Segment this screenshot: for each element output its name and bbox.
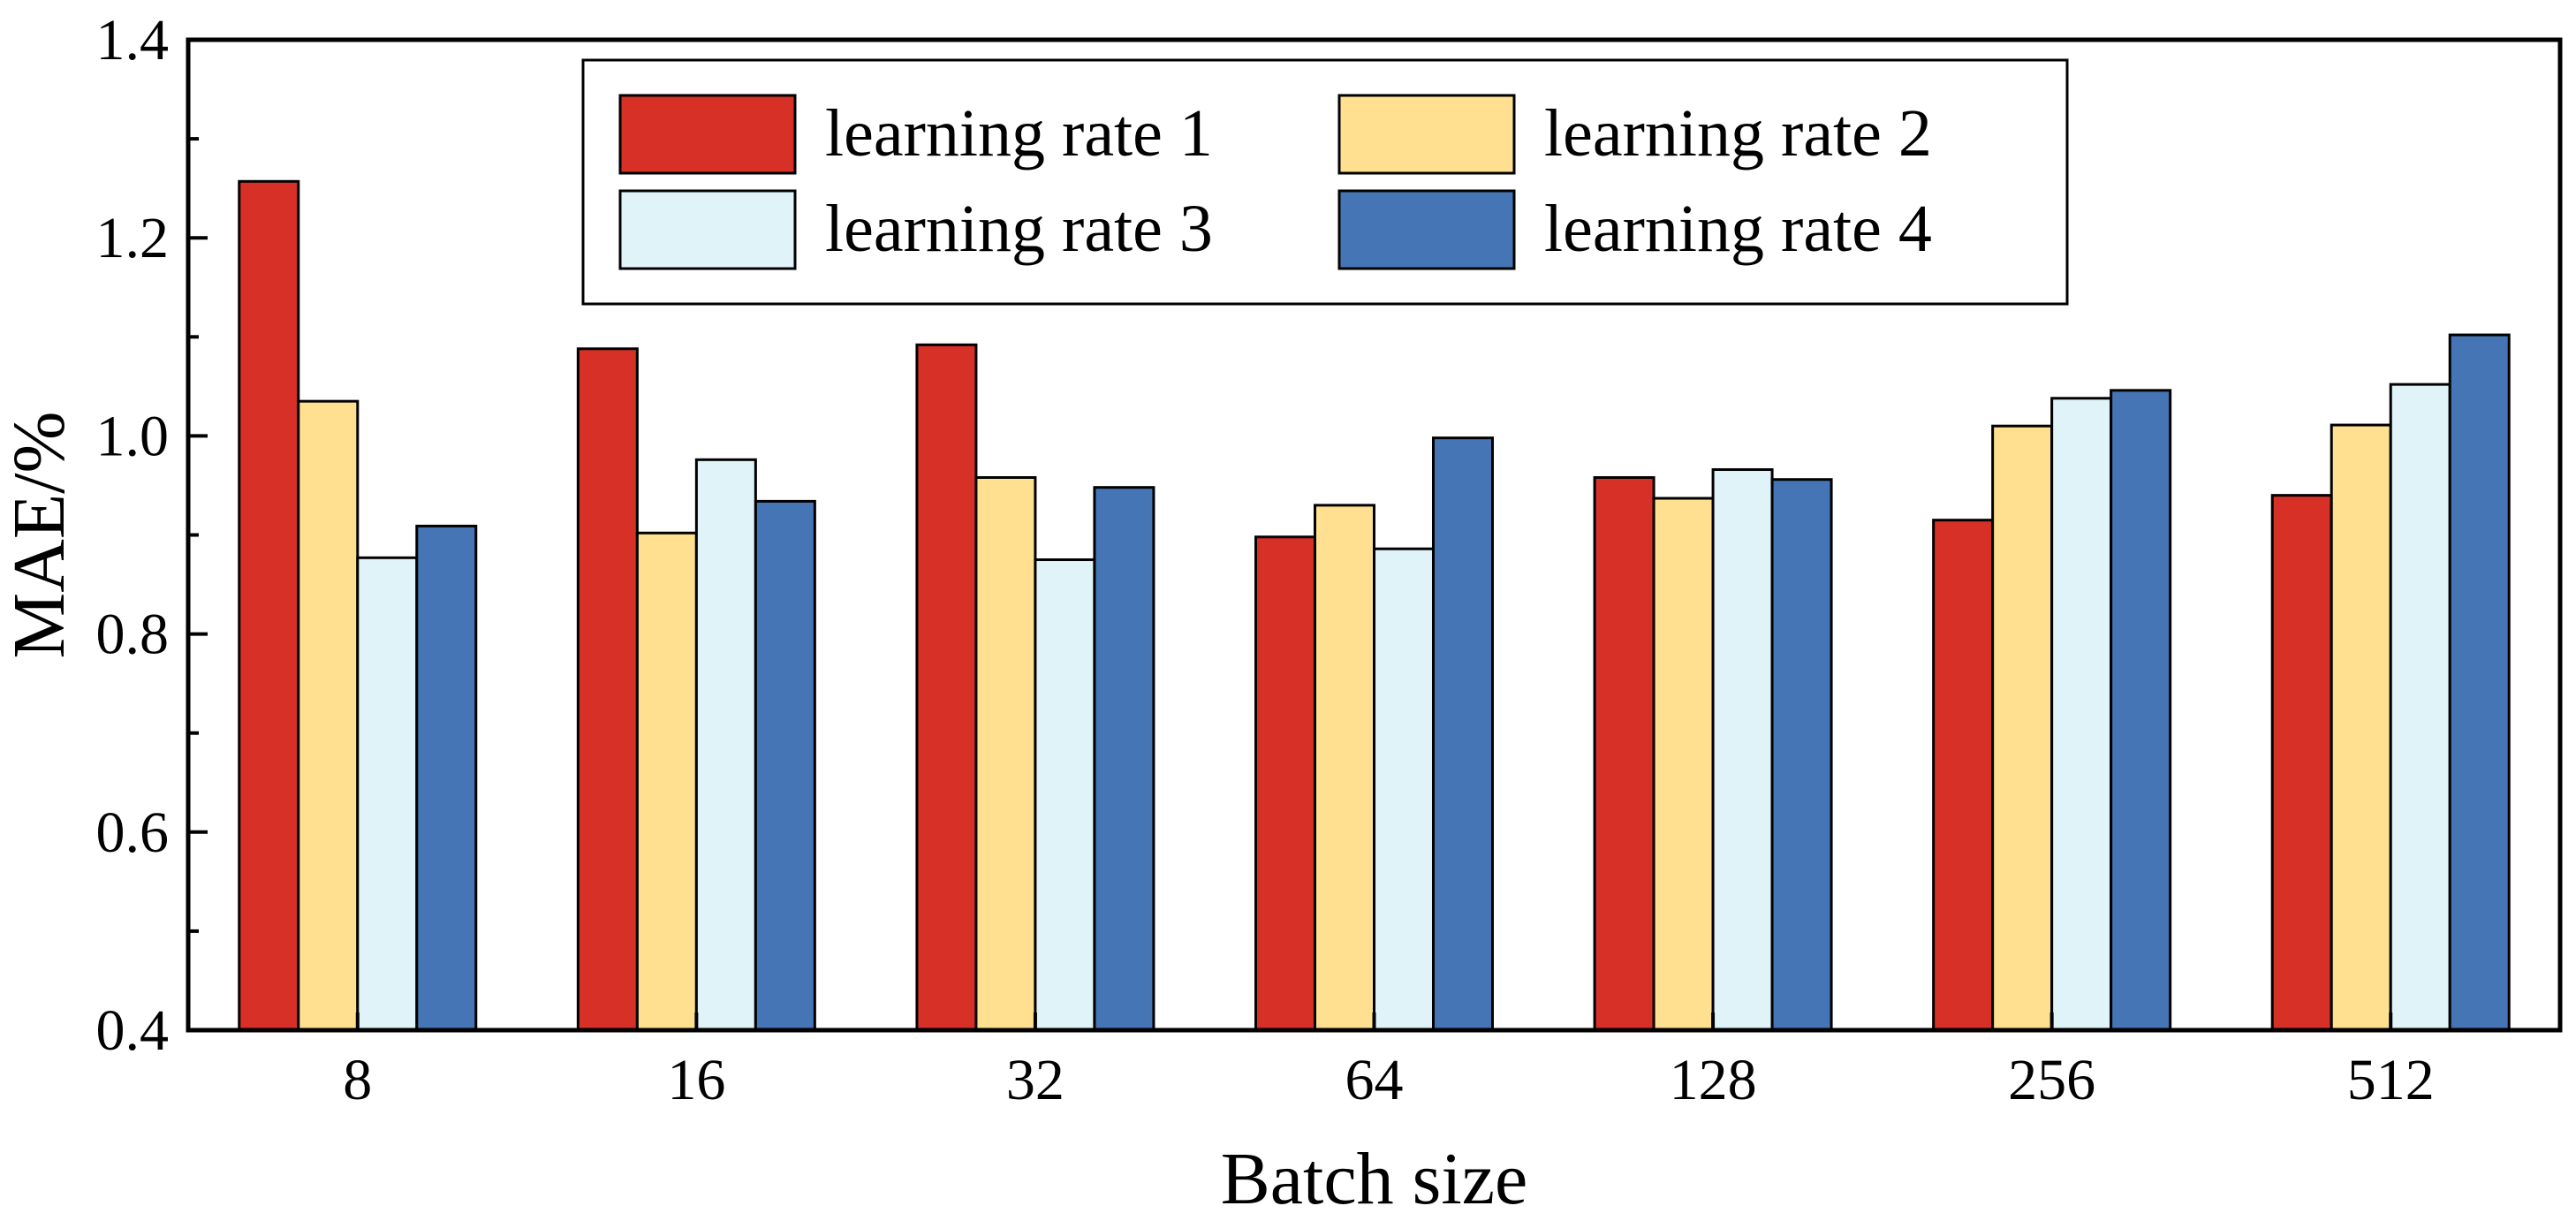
y-tick-label: 0.8	[96, 603, 170, 667]
y-axis: 0.4 0.6 0.8 1.0 1.2 1.4	[96, 8, 208, 1063]
bar-lr4-bs256	[2110, 389, 2172, 1032]
bar-lr1-bs512	[2270, 494, 2333, 1032]
y-axis-title: MAE/%	[0, 412, 80, 659]
bar-lr1-bs8	[238, 179, 300, 1032]
x-tick-label: 256	[2008, 1048, 2095, 1112]
bar-lr1-bs128	[1593, 475, 1655, 1032]
bar-lr1-bs32	[915, 343, 978, 1032]
bar-lr4-bs8	[415, 524, 478, 1032]
x-axis: 8 16 32 64 128 256 512	[343, 1012, 2435, 1112]
bar-lr3-bs64	[1373, 547, 1435, 1032]
bar-lr1-bs64	[1254, 535, 1316, 1032]
legend-swatch-lr2	[1337, 94, 1516, 175]
y-tick-label: 0.4	[96, 998, 170, 1063]
x-tick-label: 32	[1006, 1048, 1064, 1112]
y-tick-label: 0.6	[96, 800, 170, 865]
bar-lr2-bs32	[974, 475, 1037, 1032]
y-tick-label: 1.2	[96, 206, 170, 270]
bar-lr4-bs32	[1093, 486, 1155, 1032]
legend-swatch-lr3	[618, 189, 797, 270]
legend-label-lr3: learning rate 3	[825, 192, 1213, 266]
bar-lr3-bs8	[356, 556, 419, 1032]
bar-lr3-bs256	[2050, 397, 2113, 1032]
bar-lr3-bs32	[1034, 558, 1096, 1032]
legend-label-lr4: learning rate 4	[1544, 192, 1932, 266]
x-tick-label: 512	[2347, 1048, 2435, 1112]
legend-box	[581, 58, 2069, 306]
bar-lr2-bs512	[2330, 423, 2392, 1032]
bar-lr3-bs16	[694, 458, 757, 1032]
legend-label-lr2: learning rate 2	[1544, 96, 1932, 171]
legend-label-lr1: learning rate 1	[825, 96, 1213, 171]
x-tick-label: 64	[1345, 1048, 1404, 1112]
bar-lr4-bs512	[2448, 333, 2511, 1032]
legend-swatch-lr1	[618, 94, 797, 175]
bar-lr3-bs128	[1711, 468, 1774, 1032]
bar-lr2-bs8	[297, 399, 360, 1032]
bar-lr4-bs64	[1432, 436, 1494, 1032]
bar-lr4-bs16	[754, 499, 816, 1032]
bars-group	[238, 179, 2511, 1032]
legend-swatch-lr4	[1337, 189, 1516, 270]
bar-lr2-bs256	[1991, 424, 2054, 1032]
legend: learning rate 1 learning rate 2 learning r…	[581, 58, 2069, 306]
bar-lr2-bs16	[635, 531, 698, 1032]
x-axis-title: Batch size	[1221, 1138, 1528, 1220]
bar-lr1-bs16	[576, 347, 639, 1032]
y-tick-label: 1.4	[96, 8, 170, 72]
bar-lr3-bs512	[2389, 383, 2451, 1032]
x-tick-label: 16	[667, 1048, 725, 1112]
x-tick-label: 128	[1670, 1048, 1757, 1112]
y-tick-label: 1.0	[96, 404, 170, 468]
bar-lr4-bs128	[1770, 478, 1833, 1032]
bar-lr2-bs64	[1314, 504, 1375, 1032]
bar-lr2-bs128	[1652, 497, 1715, 1032]
bar-lr1-bs256	[1932, 519, 1995, 1032]
x-tick-label: 8	[343, 1048, 372, 1112]
